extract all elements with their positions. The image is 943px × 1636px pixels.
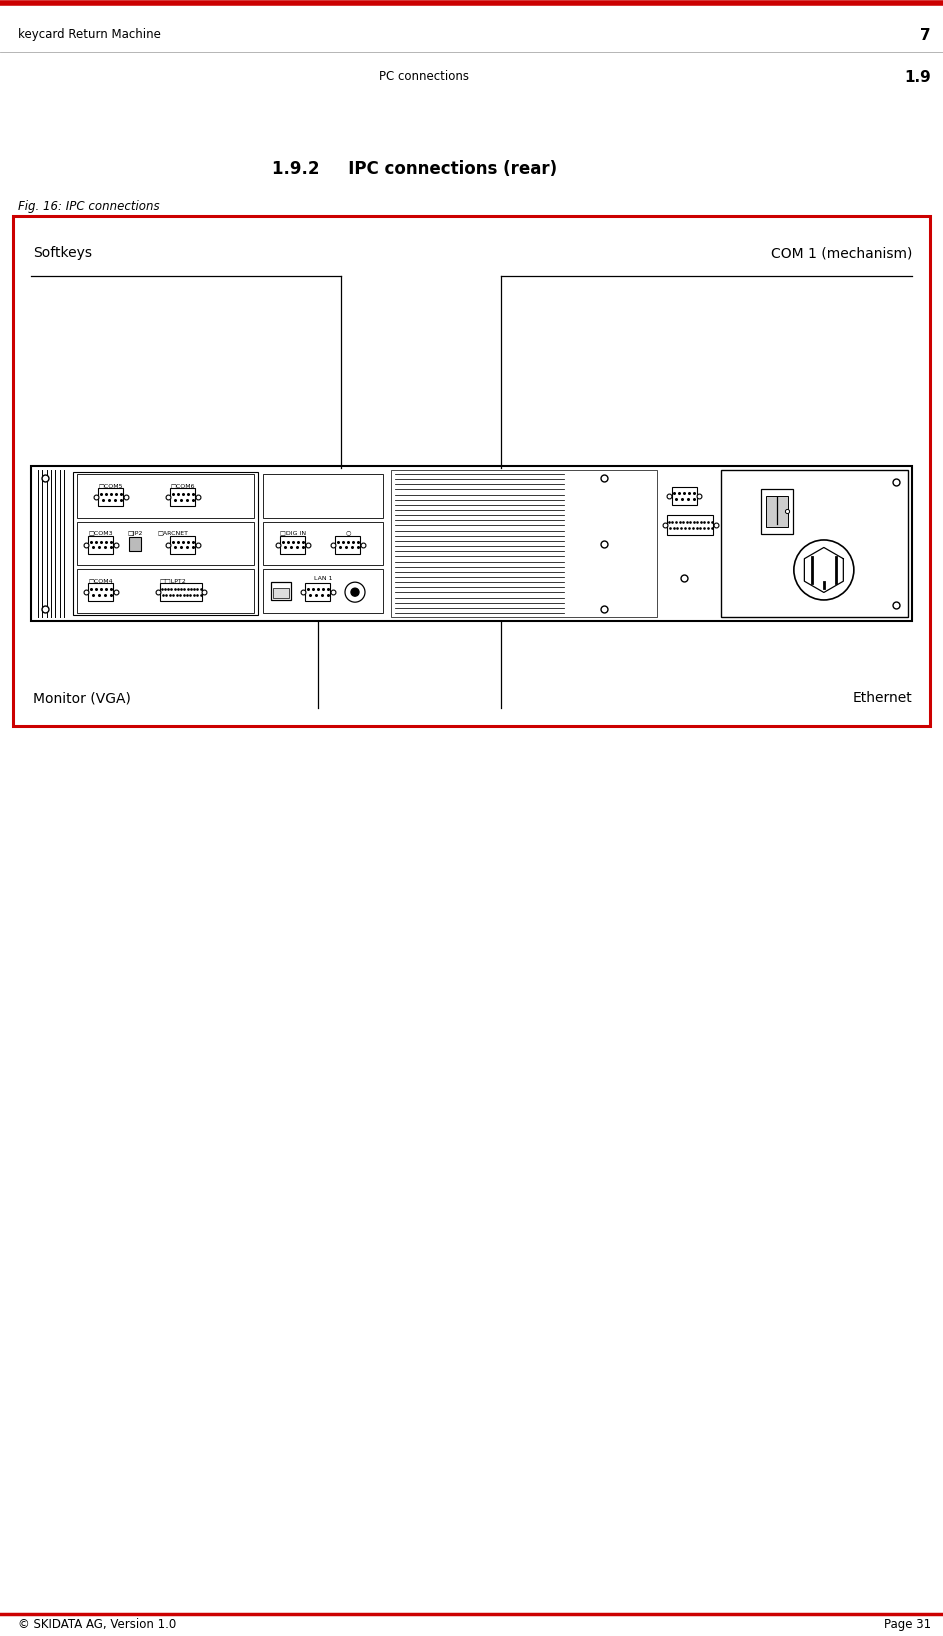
Text: Ethernet: Ethernet bbox=[852, 690, 912, 705]
Text: PC connections: PC connections bbox=[379, 70, 470, 83]
Bar bbox=[336, 535, 360, 553]
Bar bbox=[280, 535, 306, 553]
Bar bbox=[89, 535, 113, 553]
Text: ○: ○ bbox=[345, 530, 351, 535]
Text: □COM5: □COM5 bbox=[99, 483, 124, 488]
Bar bbox=[273, 589, 289, 599]
Bar bbox=[766, 496, 788, 527]
Text: LAN 1: LAN 1 bbox=[314, 576, 332, 581]
Bar bbox=[13, 216, 930, 726]
Bar bbox=[306, 582, 330, 600]
Bar bbox=[73, 473, 258, 615]
Bar bbox=[77, 522, 254, 566]
Bar bbox=[31, 466, 912, 622]
Bar bbox=[89, 582, 113, 600]
Bar bbox=[671, 488, 697, 506]
Bar bbox=[129, 537, 141, 550]
Bar bbox=[761, 489, 793, 533]
Text: □COM3: □COM3 bbox=[89, 530, 113, 535]
Text: © SKIDATA AG, Version 1.0: © SKIDATA AG, Version 1.0 bbox=[18, 1618, 176, 1631]
Text: □ARCNET: □ARCNET bbox=[157, 530, 189, 535]
Bar bbox=[263, 569, 383, 614]
Text: □COM4: □COM4 bbox=[89, 578, 113, 582]
Text: keycard Return Machine: keycard Return Machine bbox=[18, 28, 161, 41]
Text: COM 1 (mechanism): COM 1 (mechanism) bbox=[770, 245, 912, 260]
Text: Monitor (VGA): Monitor (VGA) bbox=[33, 690, 131, 705]
Bar bbox=[98, 488, 124, 506]
Text: □JP2: □JP2 bbox=[127, 530, 142, 535]
Bar bbox=[667, 515, 713, 535]
Bar bbox=[160, 582, 202, 600]
Bar bbox=[171, 535, 195, 553]
Text: □DIG IN: □DIG IN bbox=[280, 530, 306, 535]
Text: □□LPT2: □□LPT2 bbox=[159, 578, 187, 582]
Bar bbox=[263, 474, 383, 517]
Bar bbox=[271, 582, 291, 600]
Text: 1.9: 1.9 bbox=[904, 70, 931, 85]
Text: Page 31: Page 31 bbox=[884, 1618, 931, 1631]
Bar bbox=[263, 522, 383, 566]
Circle shape bbox=[351, 589, 359, 596]
Bar bbox=[77, 474, 254, 517]
Bar bbox=[77, 569, 254, 614]
Text: □COM6: □COM6 bbox=[171, 483, 195, 488]
Text: 1.9.2     IPC connections (rear): 1.9.2 IPC connections (rear) bbox=[273, 160, 557, 178]
Bar bbox=[391, 470, 657, 617]
Bar bbox=[171, 488, 195, 506]
Text: Softkeys: Softkeys bbox=[33, 245, 92, 260]
Text: 7: 7 bbox=[920, 28, 931, 43]
Bar bbox=[721, 470, 908, 617]
Text: Fig. 16: IPC connections: Fig. 16: IPC connections bbox=[18, 200, 159, 213]
